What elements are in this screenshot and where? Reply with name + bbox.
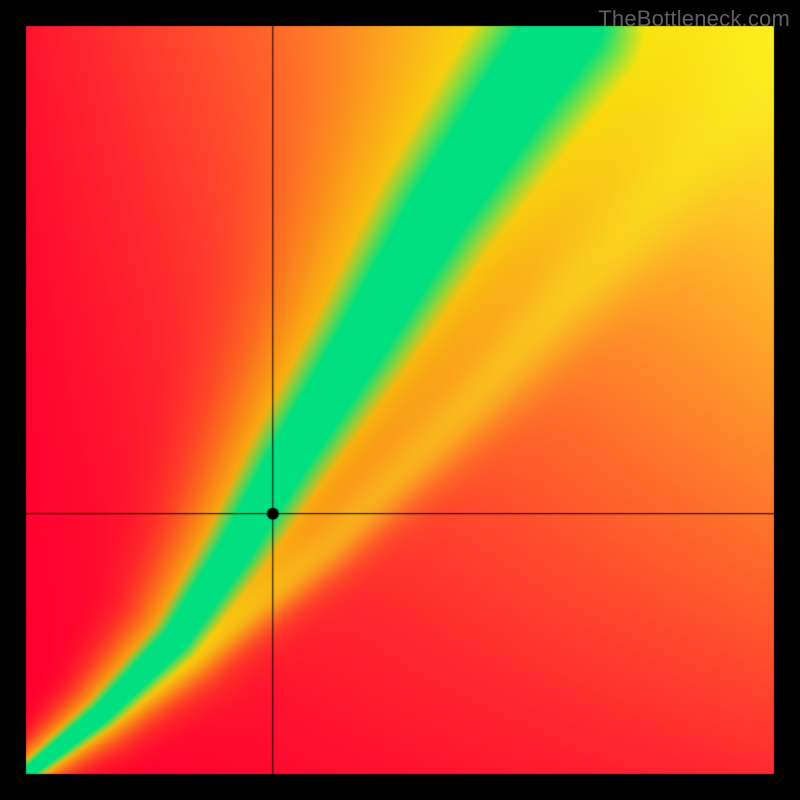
watermark-text: TheBottleneck.com <box>598 6 790 32</box>
chart-container: TheBottleneck.com <box>0 0 800 800</box>
bottleneck-heatmap-canvas <box>0 0 800 800</box>
